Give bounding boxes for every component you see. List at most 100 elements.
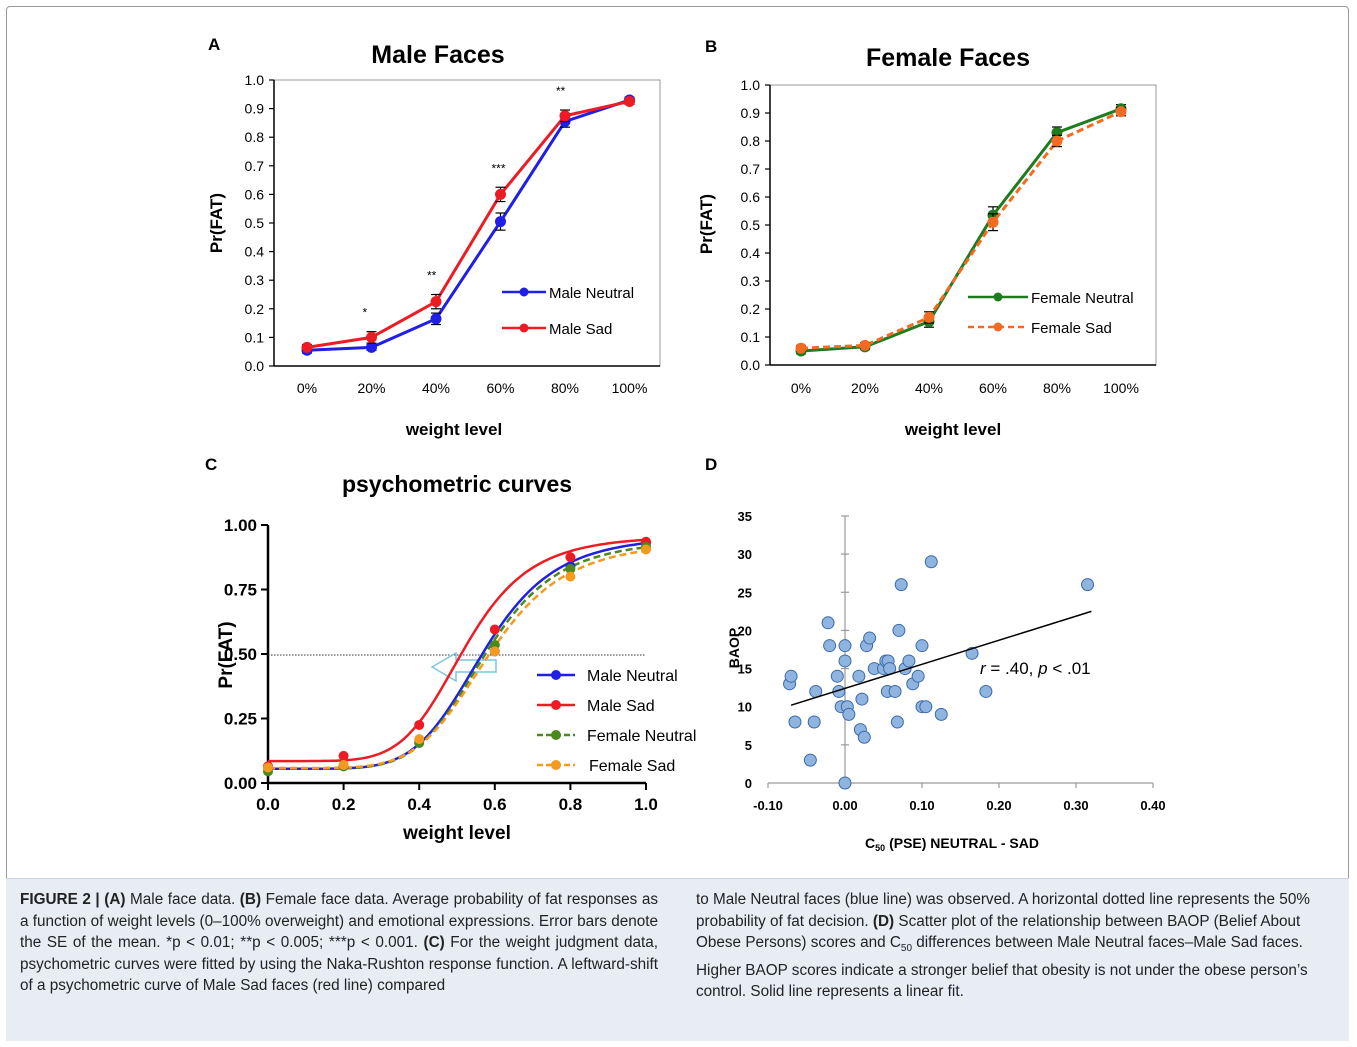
scatter-point (902, 654, 916, 668)
data-point (565, 563, 576, 574)
y-tick-label: 35 (738, 509, 752, 524)
fit-curve (268, 541, 647, 771)
caption-c-text: For the weight judgment data, psychometr… (20, 934, 658, 994)
panel-b-title: Female Faces (866, 44, 1030, 72)
legend-marker-c-male-neutral (551, 670, 561, 680)
y-tick-label: 0.00 (224, 774, 257, 793)
data-point (1115, 106, 1127, 118)
fit-curve (268, 549, 647, 770)
series-line (800, 107, 1122, 353)
x-tick-label: -0.10 (753, 798, 783, 813)
legend-marker-male-sad (519, 323, 529, 333)
panel-c-legend: Male Neutral Male Sad Female Neutral Fem… (537, 668, 696, 775)
data-point (366, 331, 377, 343)
y-tick-label: 0.1 (245, 329, 265, 345)
data-point (430, 296, 442, 308)
scatter-point (855, 692, 869, 706)
panel-b-axes: 0.0 0.1 0.2 0.3 0.4 0.5 0.6 0.7 0.8 0.9 1.0 0% 20% 40… (741, 77, 1156, 396)
caption-c-label: (C) (423, 934, 445, 951)
y-tick-label: 0.2 (245, 301, 265, 317)
x-tick-label: 80% (551, 380, 579, 396)
y-tick-label: 0.5 (741, 217, 761, 233)
data-point (559, 110, 571, 122)
caption-b-label: (B) (239, 891, 262, 908)
scatter-point (823, 639, 837, 653)
scatter-point (857, 730, 871, 744)
panel-letter-b: B (705, 37, 717, 56)
panel-d-points (783, 555, 1095, 790)
y-tick-label: 1.0 (741, 77, 761, 93)
y-tick-label: 0.3 (245, 272, 265, 288)
panel-a-ylabel: Pr(FAT) (207, 193, 226, 253)
data-point (923, 311, 935, 323)
legend-marker-female-neutral (993, 292, 1003, 302)
legend-label-c-male-neutral: Male Neutral (587, 668, 678, 685)
scatter-point (838, 639, 852, 653)
legend-label-c-female-sad: Female Sad (589, 758, 675, 775)
y-tick-label: 5 (745, 738, 752, 753)
data-point (430, 313, 442, 325)
x-tick-label: 0% (791, 380, 811, 396)
x-tick-label: 80% (1043, 380, 1071, 396)
y-tick-label: 0.7 (741, 161, 761, 177)
data-point (338, 759, 349, 770)
caption-subscript: 50 (900, 943, 913, 955)
x-tick-label: 0.30 (1063, 798, 1088, 813)
y-tick-label: 0.25 (224, 710, 257, 729)
panel-c-series (263, 536, 651, 777)
scatter-point (821, 616, 835, 630)
legend-label-male-sad: Male Sad (549, 321, 612, 338)
y-tick-label: 1.00 (224, 516, 257, 535)
y-tick-label: 30 (738, 547, 752, 562)
panel-letter-d: D (705, 455, 717, 474)
panel-c-title: psychometric curves (342, 471, 572, 497)
legend-label-female-neutral: Female Neutral (1031, 290, 1134, 307)
x-tick-label: 0.0 (256, 795, 280, 814)
caption-right-text-2: Scatter plot of the relationship between… (696, 912, 1301, 952)
panel-letter-a: A (208, 35, 220, 54)
scatter-point (915, 639, 929, 653)
data-point (565, 552, 576, 563)
y-tick-label: 0.3 (741, 273, 761, 289)
data-point (489, 646, 500, 657)
x-tick-label: 1.0 (634, 795, 658, 814)
scatter-point (852, 669, 866, 683)
x-tick-label: 0.00 (832, 798, 857, 813)
y-tick-label: 1.0 (245, 72, 265, 88)
panel-c-axes: 0.00 0.25 0.50 0.75 1.00 0.0 0.2 0.4 0.6 0.8 1.0 (224, 516, 658, 814)
x-tick-label: 0.2 (332, 795, 356, 814)
scatter-point (919, 700, 933, 714)
x-tick-label: 0.8 (559, 795, 583, 814)
scatter-point (1081, 578, 1095, 592)
panel-b-legend: Female Neutral Female Sad (968, 290, 1134, 337)
scatter-point (830, 669, 844, 683)
scatter-point (807, 715, 821, 729)
scatter-point (838, 776, 852, 790)
y-tick-label: 10 (738, 700, 752, 715)
y-tick-label: 0.2 (741, 301, 761, 317)
y-tick-label: 0.6 (245, 186, 265, 202)
panel-b-series (795, 103, 1127, 357)
scatter-point (892, 623, 906, 637)
legend-label-c-male-sad: Male Sad (587, 698, 655, 715)
x-tick-label: 100% (1103, 380, 1139, 396)
scatter-point (890, 715, 904, 729)
y-tick-label: 0.9 (741, 105, 761, 121)
y-tick-label: 0.6 (741, 189, 761, 205)
fit-curve (268, 538, 647, 763)
significance-marker: * (363, 306, 368, 320)
y-tick-label: 0.4 (741, 245, 761, 261)
y-tick-label: 0.75 (224, 581, 257, 600)
panel-b-xlabel: weight level (904, 420, 1001, 439)
significance-marker: *** (492, 161, 506, 175)
x-tick-label: 100% (612, 380, 648, 396)
y-tick-label: 25 (738, 585, 752, 600)
series-line (800, 110, 1122, 350)
panel-d: D BAOP C50 (PSE) NEUTRAL - SAD 0 5 10 15 20 2… (705, 455, 1166, 853)
figure-canvas: A Male Faces Pr(FAT) weight level 0.0 0.1… (205, 35, 1166, 853)
caption-left-column: FIGURE 2 | (A) Male face data. (B) Femal… (20, 889, 658, 997)
legend-label-male-neutral: Male Neutral (549, 285, 634, 302)
y-tick-label: 0.9 (245, 101, 265, 117)
legend-marker-c-male-sad (551, 700, 561, 710)
y-tick-label: 0.8 (741, 133, 761, 149)
